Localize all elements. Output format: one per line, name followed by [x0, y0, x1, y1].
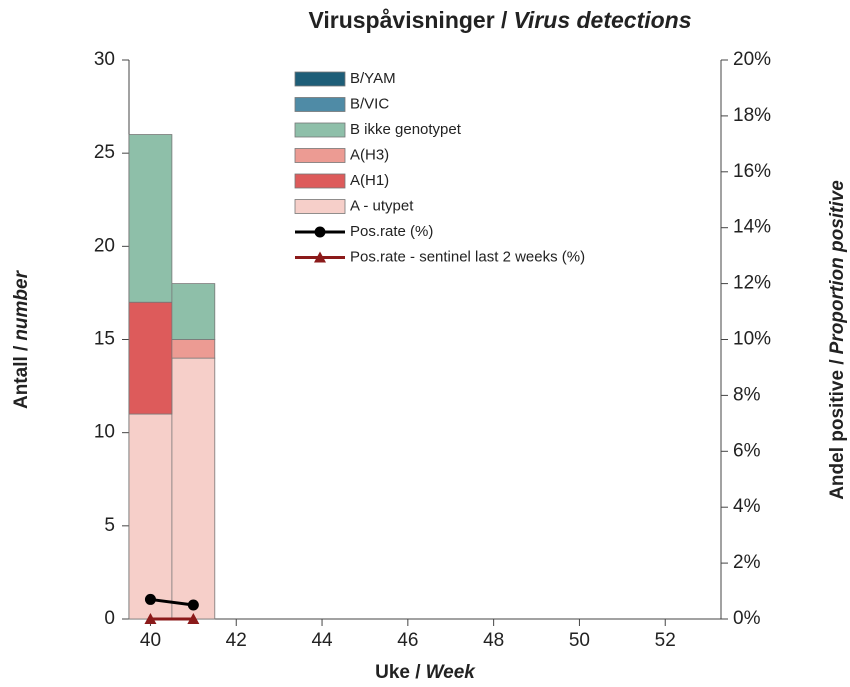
y-tick-label: 20: [94, 235, 115, 256]
legend-label: A - utypet: [350, 197, 414, 214]
y-tick-label: 5: [104, 515, 115, 536]
chart-title: Viruspåvisninger / Virus detections: [308, 7, 691, 33]
y2-tick-label: 20%: [733, 49, 771, 70]
y2-tick-label: 10%: [733, 329, 771, 350]
legend-label: Pos.rate - sentinel last 2 weeks (%): [350, 248, 585, 265]
x-tick-label: 44: [311, 630, 333, 651]
marker: [144, 593, 156, 605]
y-label-part: number: [11, 269, 32, 340]
legend-swatch: [294, 199, 346, 214]
y-label-part: Antall /: [11, 345, 32, 409]
legend-swatch: [294, 122, 346, 138]
x-tick-label: 42: [226, 630, 247, 651]
marker: [187, 613, 200, 624]
bar-segment: [128, 301, 173, 415]
y2-axis-label: Andel positive / Proportion positive: [827, 180, 848, 500]
legend-label: B/YAM: [350, 70, 396, 87]
bar-segment: [128, 134, 173, 303]
bar-segment: [171, 283, 216, 340]
y-tick-label: 15: [94, 329, 115, 350]
x-label-part: Uke /: [375, 662, 421, 683]
legend-swatch: [294, 97, 346, 112]
x-tick-label: 52: [655, 630, 676, 651]
title-part: Virus detections: [513, 7, 691, 33]
y2-tick-label: 12%: [733, 273, 771, 294]
x-tick-label: 48: [483, 630, 504, 651]
y2-tick-label: 6%: [733, 440, 761, 461]
legend-marker: [314, 226, 326, 238]
bar-segment: [128, 413, 173, 620]
x-tick-label: 50: [569, 630, 590, 651]
y-tick-label: 25: [94, 142, 115, 163]
y2-tick-label: 18%: [733, 105, 771, 126]
legend-label: B/VIC: [350, 95, 389, 112]
x-label-part: Week: [426, 662, 477, 683]
bar-segment: [171, 357, 216, 620]
y2-tick-label: 8%: [733, 384, 761, 405]
marker: [187, 599, 199, 611]
bar-segment: [171, 339, 216, 359]
title-part: Viruspåvisninger /: [308, 7, 508, 33]
legend-label: B ikke genotypet: [350, 121, 462, 138]
y-tick-label: 10: [94, 422, 115, 443]
y2-label-part: Proportion positive: [827, 180, 848, 355]
y2-tick-label: 16%: [733, 161, 771, 182]
legend-label: A(H1): [350, 172, 389, 189]
legend-label: A(H3): [350, 146, 389, 163]
legend-swatch: [294, 173, 346, 189]
marker: [144, 613, 157, 624]
legend-swatch: [294, 71, 346, 87]
y2-tick-label: 2%: [733, 552, 761, 573]
y-tick-label: 0: [104, 608, 115, 629]
y2-tick-label: 4%: [733, 496, 761, 517]
y2-tick-label: 0%: [733, 608, 761, 629]
y2-label-part: Andel positive /: [827, 359, 848, 500]
legend-label: Pos.rate (%): [350, 223, 433, 240]
y2-tick-label: 14%: [733, 217, 771, 238]
y-tick-label: 30: [94, 49, 115, 70]
legend-marker: [314, 251, 326, 263]
x-tick-label: 40: [140, 630, 161, 651]
line: [150, 597, 194, 607]
x-tick-label: 46: [397, 630, 418, 651]
y-axis-label: Antall / number: [11, 269, 32, 409]
x-axis-label: Uke / Week: [375, 662, 476, 683]
legend-swatch: [294, 148, 346, 163]
